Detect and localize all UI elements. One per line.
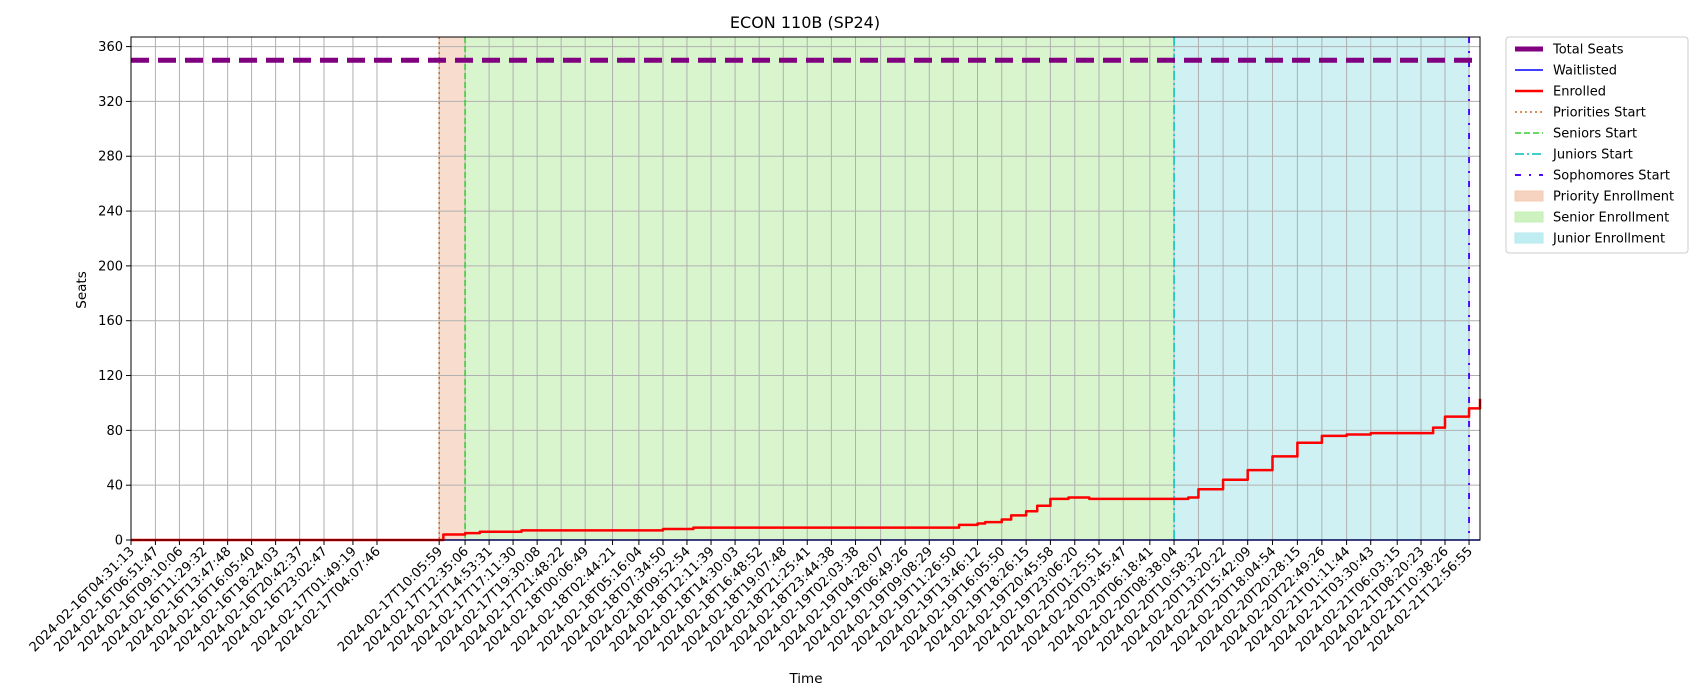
legend-swatch [1514,190,1544,202]
legend-label: Priority Enrollment [1553,190,1674,205]
legend-label: Waitlisted [1553,64,1617,79]
span-priority-enrollment [439,37,466,540]
y-tick-label: 120 [98,369,123,384]
chart-title: ECON 110B (SP24) [730,13,880,32]
y-axis-title: Seats [74,271,90,308]
legend-swatch [1514,211,1544,223]
legend-label: Juniors Start [1552,148,1633,163]
enrollment-periods [439,37,1470,540]
chart-legend: Total Seats Waitlisted Enrolled Priorities … [1505,36,1689,254]
period-start-lines [438,37,1471,540]
x-axis-ticks: 2024-02-16T04:31:132024-02-16T06:51:4720… [27,540,1476,655]
legend-label: Senior Enrollment [1553,211,1669,226]
y-tick-label: 200 [98,259,123,274]
y-tick-label: 80 [106,424,123,439]
legend-label: Junior Enrollment [1552,232,1665,247]
y-tick-label: 240 [98,205,123,220]
y-tick-label: 40 [106,479,123,494]
legend-label: Sophomores Start [1553,169,1670,184]
y-tick-label: 0 [115,534,123,549]
y-axis-ticks: 0 40 80 120 160 200 240 280 320 360 [98,40,131,549]
legend-label: Enrolled [1553,85,1606,100]
y-tick-label: 160 [98,314,123,329]
legend-swatch [1514,232,1544,244]
y-tick-label: 320 [98,95,123,110]
y-tick-label: 280 [98,150,123,165]
span-senior-enrollment [465,37,1175,540]
x-axis-title: Time [788,671,822,687]
y-tick-label: 360 [98,40,123,55]
series-enrolled [131,398,1482,542]
plot-frame [130,36,1481,541]
legend-box [1505,36,1689,254]
legend-label: Priorities Start [1553,106,1646,121]
legend-label: Seniors Start [1553,127,1637,142]
legend-label: Total Seats [1552,43,1624,58]
